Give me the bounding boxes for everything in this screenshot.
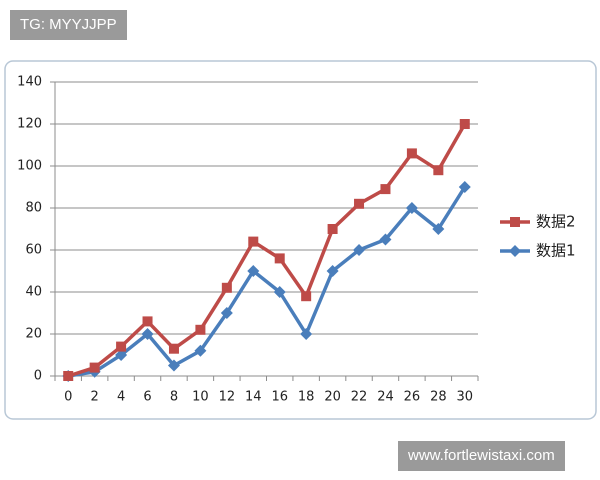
y-tick-label: 0 <box>34 369 42 384</box>
x-tick-label: 6 <box>143 390 151 405</box>
data-point <box>115 349 128 361</box>
data-point <box>432 223 445 235</box>
data-point <box>248 236 259 247</box>
x-tick-label: 16 <box>271 390 288 405</box>
data-point <box>326 265 339 277</box>
data-point <box>116 341 127 352</box>
x-tick-label: 28 <box>430 390 447 405</box>
data-point <box>300 328 313 340</box>
x-tick-label: 14 <box>245 390 262 405</box>
data-point <box>327 224 338 234</box>
data-point <box>194 344 207 357</box>
x-tick-label: 18 <box>298 390 315 405</box>
data-point <box>168 343 179 354</box>
x-tick-label: 2 <box>91 390 99 405</box>
data-point <box>63 371 74 381</box>
data-point <box>247 265 260 277</box>
legend-marker <box>510 217 520 227</box>
watermark: www.fortlewistaxi.com <box>398 441 565 471</box>
legend-label: 数据1 <box>536 242 576 260</box>
x-tick-label: 20 <box>324 390 341 405</box>
series-line <box>67 186 467 378</box>
legend-label: 数据2 <box>536 213 576 231</box>
x-tick-label: 30 <box>457 390 474 405</box>
data-point <box>459 119 470 129</box>
data-point <box>141 328 154 340</box>
data-point <box>433 165 444 176</box>
data-point <box>380 184 391 195</box>
y-tick-label: 40 <box>25 285 42 300</box>
x-tick-label: 24 <box>377 390 394 405</box>
data-point <box>458 181 471 193</box>
x-tick-label: 0 <box>64 390 72 405</box>
data-point <box>353 244 366 256</box>
x-tick-label: 4 <box>117 390 125 405</box>
y-tick-label: 140 <box>17 75 42 90</box>
data-point <box>379 233 392 246</box>
data-point <box>406 148 417 159</box>
y-tick-label: 20 <box>25 327 42 342</box>
y-tick-label: 120 <box>17 117 42 132</box>
data-point <box>354 198 365 209</box>
y-tick-label: 100 <box>17 159 42 174</box>
data-point <box>273 286 286 298</box>
x-tick-label: 22 <box>351 390 368 405</box>
data-point <box>405 202 418 214</box>
x-tick-label: 8 <box>170 390 178 405</box>
data-point <box>220 307 233 319</box>
data-point <box>274 253 285 264</box>
x-tick-label: 26 <box>404 390 421 405</box>
data-point <box>89 362 100 373</box>
data-point <box>221 282 232 293</box>
series-line <box>67 123 467 378</box>
y-tick-label: 80 <box>25 201 42 216</box>
data-point <box>301 291 312 302</box>
watermark: TG: MYYJJPP <box>10 10 127 40</box>
data-point <box>195 324 206 335</box>
x-tick-label: 12 <box>219 390 236 405</box>
y-tick-label: 60 <box>25 243 42 258</box>
legend-marker <box>509 245 521 257</box>
data-point <box>167 359 180 372</box>
x-tick-label: 10 <box>192 390 209 405</box>
data-point <box>142 316 153 327</box>
